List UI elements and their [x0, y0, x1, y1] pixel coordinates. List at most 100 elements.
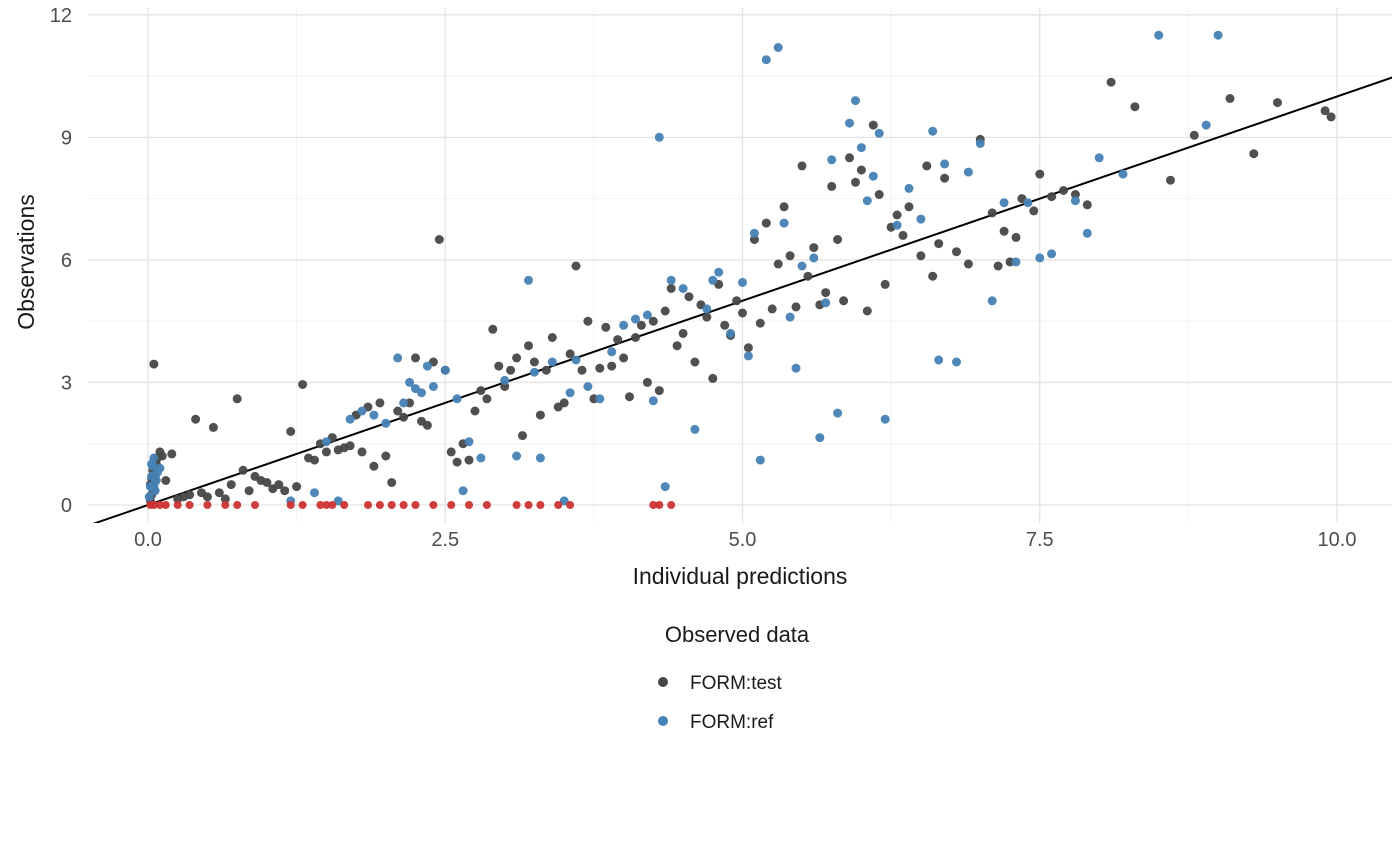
- data-point-series-0: [232, 394, 242, 404]
- data-point-series-1: [1035, 253, 1045, 263]
- data-point-series-1: [666, 275, 676, 285]
- data-point-series-0: [369, 461, 379, 471]
- data-point-series-1: [708, 275, 718, 285]
- data-point-series-1: [916, 214, 926, 224]
- data-point-series-2: [322, 501, 331, 509]
- data-point-series-2: [221, 501, 230, 509]
- data-point-series-0: [1070, 190, 1080, 199]
- data-point-series-1: [583, 382, 593, 391]
- data-point-series-0: [785, 251, 795, 261]
- data-point-series-0: [720, 320, 730, 330]
- data-point-series-0: [880, 279, 890, 289]
- data-point-series-0: [149, 359, 159, 369]
- data-point-series-1: [321, 437, 331, 447]
- data-point-series-1: [381, 418, 391, 428]
- major-gridlines: [88, 8, 1392, 523]
- data-point-series-1: [797, 261, 807, 271]
- data-point-series-2: [161, 501, 170, 509]
- data-point-series-2: [298, 501, 307, 509]
- data-point-series-1: [940, 159, 950, 169]
- data-point-series-0: [934, 239, 944, 249]
- data-point-series-0: [928, 271, 938, 281]
- data-point-series-0: [220, 494, 230, 504]
- data-points: [144, 30, 1336, 509]
- data-point-series-0: [583, 316, 593, 326]
- data-point-series-2: [566, 501, 575, 509]
- data-point-series-1: [512, 451, 522, 461]
- data-point-series-1: [827, 155, 837, 165]
- data-point-series-1: [809, 253, 819, 263]
- data-point-series-1: [761, 55, 771, 65]
- data-point-series-2: [387, 501, 396, 509]
- data-point-series-1: [369, 410, 379, 420]
- data-point-series-2: [364, 501, 372, 509]
- data-point-series-0: [1130, 102, 1140, 112]
- data-point-series-1: [333, 496, 343, 506]
- data-point-series-0: [518, 431, 527, 441]
- data-point-series-2: [399, 501, 408, 509]
- data-point-series-0: [185, 490, 195, 500]
- data-point-series-1: [1118, 169, 1128, 179]
- data-point-series-0: [851, 177, 860, 187]
- data-point-series-0: [666, 284, 676, 293]
- data-point-series-0: [547, 333, 557, 342]
- x-tick-labels: 0.0 2.5 5.0 7.5 10.0: [134, 529, 1356, 551]
- data-point-series-1: [1011, 257, 1021, 267]
- data-point-series-2: [447, 501, 456, 509]
- data-point-series-1: [595, 394, 605, 404]
- data-point-series-1: [422, 361, 432, 371]
- data-point-series-1: [821, 298, 831, 308]
- data-point-series-0: [167, 449, 177, 459]
- data-point-series-0: [773, 259, 783, 269]
- data-point-series-0: [191, 414, 201, 424]
- data-point-series-0: [292, 482, 302, 492]
- data-point-series-1: [458, 486, 468, 496]
- data-point-series-0: [565, 349, 575, 359]
- data-point-series-0: [892, 210, 902, 220]
- data-point-series-1: [999, 198, 1009, 208]
- data-point-series-0: [238, 465, 248, 475]
- data-point-series-0: [1249, 149, 1259, 159]
- data-point-series-0: [488, 324, 498, 334]
- data-point-series-1: [845, 118, 854, 128]
- data-point-series-2: [340, 501, 349, 509]
- y-tick-label: 12: [50, 5, 72, 27]
- data-point-series-1: [619, 320, 629, 330]
- data-point-series-0: [678, 328, 688, 338]
- legend-label-form-test: FORM:test: [690, 673, 783, 694]
- data-point-series-0: [1326, 112, 1336, 122]
- data-point-series-2: [512, 501, 521, 509]
- data-point-series-2: [524, 501, 533, 509]
- data-point-series-2: [465, 501, 473, 509]
- data-point-series-1: [1154, 30, 1164, 40]
- data-point-series-0: [571, 261, 581, 271]
- data-point-series-0: [559, 398, 569, 408]
- data-point-series-0: [631, 333, 640, 342]
- data-point-series-0: [660, 306, 670, 316]
- y-tick-label: 0: [61, 495, 72, 517]
- data-point-series-0: [654, 386, 664, 396]
- data-point-series-0: [345, 441, 355, 451]
- data-point-series-1: [791, 363, 801, 373]
- data-point-series-1: [417, 388, 426, 398]
- data-point-series-0: [743, 343, 753, 353]
- data-point-series-0: [738, 308, 747, 318]
- data-point-series-1: [310, 488, 319, 498]
- data-point-series-1: [559, 496, 569, 506]
- legend-label-form-ref: FORM:ref: [690, 712, 774, 733]
- data-point-series-0: [791, 302, 801, 312]
- data-point-series-0: [1320, 106, 1330, 116]
- data-point-series-0: [708, 373, 718, 383]
- data-point-series-2: [655, 501, 664, 509]
- data-point-series-1: [1047, 249, 1057, 259]
- data-point-series-1: [607, 347, 617, 357]
- data-point-series-0: [512, 353, 522, 363]
- data-point-series-0: [286, 427, 296, 436]
- data-point-series-1: [1070, 196, 1080, 206]
- minor-gridlines: [88, 8, 1392, 523]
- data-point-series-2: [185, 501, 194, 509]
- data-point-series-0: [690, 357, 700, 367]
- data-point-series-1: [642, 310, 652, 320]
